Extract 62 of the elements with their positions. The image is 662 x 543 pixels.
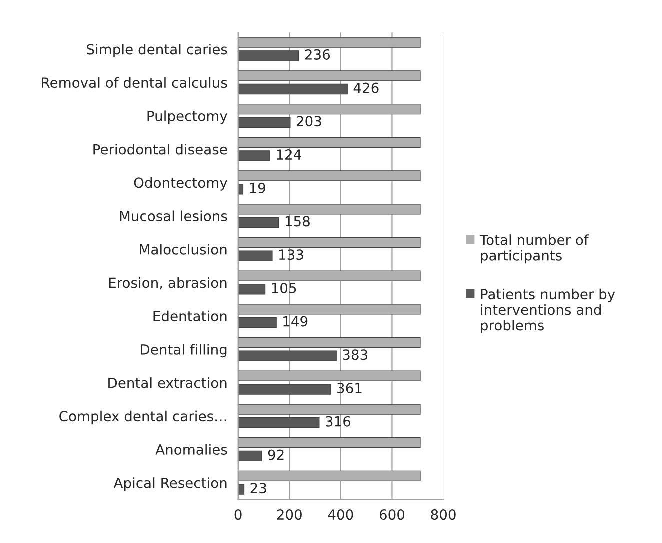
y-tick-label: Erosion, abrasion: [109, 277, 227, 290]
bar: [238, 117, 291, 128]
x-tick-label: 600: [380, 510, 405, 520]
data-label: 92: [268, 450, 284, 460]
bar: [238, 70, 421, 82]
bar: [238, 337, 421, 348]
y-tick-label: Malocclusion: [140, 244, 227, 255]
bar: [238, 317, 277, 328]
y-tick-label: Apical Resection: [114, 478, 227, 492]
y-tick-label: Mucosal lesions: [120, 210, 228, 222]
y-tick-label: Edentation: [154, 310, 227, 322]
bar: [238, 170, 421, 182]
x-tick-label: 800: [431, 510, 456, 520]
y-tick-label: Dental filling: [141, 344, 227, 358]
y-tick-label: Complex dental caries…: [60, 410, 226, 424]
data-label: 236: [305, 49, 330, 60]
bar: [238, 204, 421, 215]
bar: [238, 284, 266, 295]
x-tick-label: 0: [234, 510, 242, 520]
y-tick-label: Simple dental caries: [87, 44, 228, 58]
data-label: 316: [326, 416, 351, 427]
bar: [238, 104, 421, 115]
data-label: 19: [250, 182, 266, 194]
bar: [238, 137, 421, 148]
bar: [238, 237, 421, 248]
bar: [238, 150, 270, 162]
data-label: 383: [343, 350, 368, 360]
x-tick-label: 200: [277, 510, 302, 520]
y-tick-label: Removal of dental calculus: [42, 77, 228, 88]
bar: [238, 470, 421, 482]
bar: [238, 270, 421, 282]
data-label: 23: [250, 483, 266, 494]
bar: [238, 450, 262, 462]
legend-label: Patients number by interventions and problems: [481, 288, 616, 334]
bar: [238, 37, 421, 48]
data-label: 105: [272, 282, 296, 294]
data-label: 203: [296, 116, 322, 127]
y-tick-label: Periodontal disease: [94, 144, 228, 155]
y-tick-label: Odontectomy: [134, 177, 228, 191]
bar: [238, 404, 421, 415]
data-label: 361: [338, 383, 362, 394]
bar: [238, 438, 421, 448]
y-tick-label: Pulpectomy: [148, 110, 228, 124]
bar: [238, 217, 280, 228]
bar: [238, 484, 245, 495]
data-label: 133: [280, 250, 304, 260]
bar: [238, 250, 273, 262]
y-tick-label: Dental extraction: [108, 378, 227, 388]
data-label: 158: [286, 216, 310, 227]
bar: [238, 84, 348, 95]
bar: [238, 370, 421, 382]
data-label: 149: [284, 316, 308, 327]
bar: [238, 304, 421, 315]
y-tick-label: Anomalies: [156, 444, 228, 455]
data-label: 426: [354, 82, 379, 94]
x-tick-label: 400: [328, 510, 354, 520]
bar: [238, 350, 337, 362]
bar: [238, 50, 300, 62]
bar: [238, 384, 332, 395]
legend-label: Total number of participants: [480, 234, 590, 264]
data-label: 124: [277, 150, 302, 160]
bar: [238, 417, 320, 428]
